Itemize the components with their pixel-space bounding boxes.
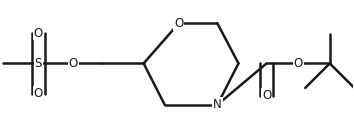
Text: O: O — [34, 27, 43, 40]
Text: O: O — [174, 17, 183, 30]
Text: O: O — [34, 87, 43, 100]
Text: O: O — [69, 57, 78, 70]
Text: N: N — [213, 98, 222, 111]
Text: O: O — [262, 89, 271, 102]
Text: S: S — [35, 57, 42, 70]
Text: O: O — [293, 57, 303, 70]
